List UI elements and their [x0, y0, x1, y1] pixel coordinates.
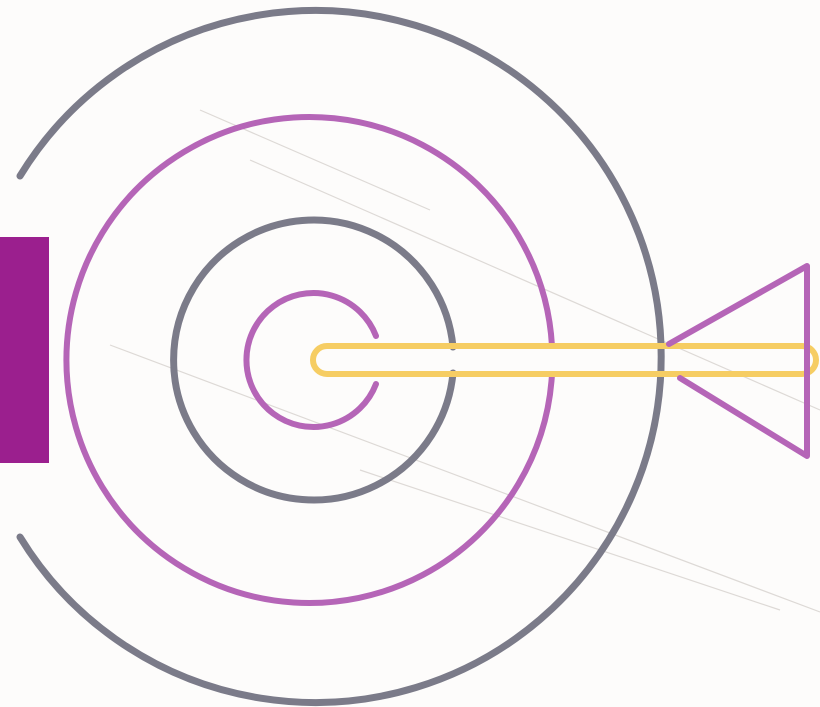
second-ring — [63, 114, 555, 606]
arrow-fletching — [666, 263, 810, 459]
texture-line — [109, 344, 820, 613]
side-accent-bar — [0, 237, 49, 463]
arrow-shaft — [310, 343, 819, 377]
third-ring — [170, 216, 457, 504]
background-texture — [109, 109, 820, 613]
bullseye-ring — [243, 290, 379, 430]
texture-line — [359, 469, 781, 611]
arrow-icon — [310, 263, 819, 459]
texture-line — [249, 159, 820, 411]
target-icon — [16, 7, 665, 706]
outer-ring — [16, 7, 665, 706]
